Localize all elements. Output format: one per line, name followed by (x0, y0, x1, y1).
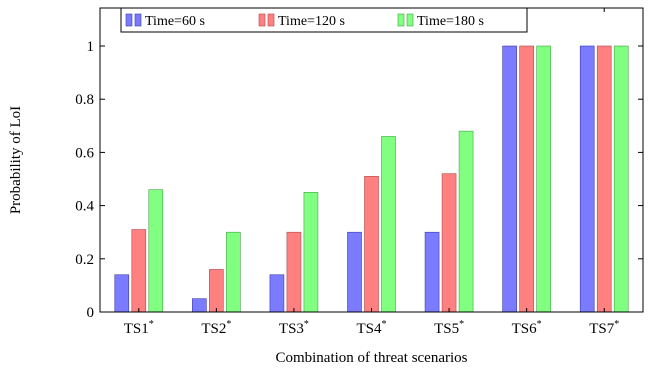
legend-box (120, 7, 528, 33)
bar-ts4-series-1 (347, 231, 362, 313)
bar-ts2-series-2 (209, 269, 224, 313)
bar-ts6-series-3 (536, 45, 551, 313)
bar-ts2-series-3 (226, 231, 241, 313)
legend-label-1: Time=60 s (145, 14, 205, 29)
bar-ts6-series-2 (519, 45, 534, 313)
y-tick-label: 1 (87, 39, 95, 55)
bar-ts3-series-3 (303, 192, 319, 313)
y-axis-label: Probability of LoI (8, 106, 24, 214)
y-axis: 0 0.2 0.4 0.6 0.8 1 (75, 39, 643, 321)
legend: Time=60 s Time=120 s Time=180 s (120, 7, 528, 33)
y-tick-label: 0.4 (75, 199, 94, 215)
bar-ts1-series-3 (148, 189, 164, 313)
x-tick-label-ts3: TS3* (279, 319, 309, 337)
y-tick-label: 0.6 (75, 145, 94, 161)
legend-swatch-2 (267, 13, 275, 27)
bar-ts7-series-1 (579, 45, 595, 313)
x-tick-label-ts2: TS2* (201, 319, 231, 337)
bars-layer (114, 45, 629, 313)
legend-swatch-2 (258, 13, 266, 27)
x-axis-label: Combination of threat scenarios (275, 350, 467, 366)
x-tick-superscript: * (149, 319, 154, 330)
legend-label-2: Time=120 s (278, 14, 345, 29)
y-tick-label: 0 (87, 305, 95, 321)
bar-ts3-series-2 (286, 231, 302, 313)
y-tick-label: 0.2 (75, 252, 94, 268)
bar-ts7-series-2 (596, 45, 612, 313)
bar-ts4-series-3 (381, 136, 396, 313)
x-tick-label-ts7: TS7* (589, 319, 619, 337)
x-tick-superscript: * (382, 319, 387, 330)
bar-ts3-series-1 (269, 274, 285, 313)
bar-ts2-series-1 (192, 298, 207, 313)
y-tick-label: 0.8 (75, 92, 94, 108)
x-tick-label-ts6: TS6* (512, 319, 542, 337)
legend-label-3: Time=180 s (417, 14, 484, 29)
bar-ts7-series-3 (613, 45, 629, 313)
legend-swatch-1 (134, 13, 142, 27)
x-tick-label-ts4: TS4* (356, 319, 386, 337)
bar-ts6-series-1 (502, 45, 517, 313)
bar-ts1-series-1 (114, 274, 130, 313)
bar-ts5-series-1 (424, 231, 440, 313)
x-tick-superscript: * (459, 319, 464, 330)
bar-ts5-series-2 (441, 173, 457, 313)
x-tick-superscript: * (226, 319, 231, 330)
bar-ts1-series-2 (131, 229, 147, 313)
legend-swatch-3 (406, 13, 414, 27)
x-tick-label-ts5: TS5* (434, 319, 464, 337)
x-tick-superscript: * (304, 319, 309, 330)
legend-swatch-3 (397, 13, 405, 27)
x-tick-superscript: * (537, 319, 542, 330)
legend-swatch-1 (125, 13, 133, 27)
x-axis: TS1* TS2* TS3* TS4* TS5* TS6* TS7* (124, 8, 619, 337)
bar-ts5-series-3 (458, 130, 474, 313)
bar-ts4-series-2 (364, 176, 379, 313)
x-tick-superscript: * (614, 319, 619, 330)
x-tick-label-ts1: TS1* (124, 319, 154, 337)
